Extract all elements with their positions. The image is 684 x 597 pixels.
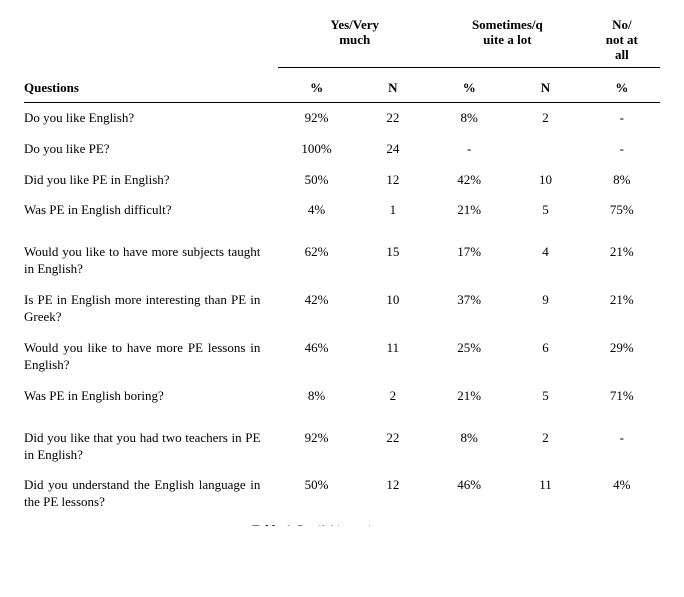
- group-label: all: [615, 47, 629, 62]
- col-percent: %: [278, 74, 354, 103]
- col-group-no: No/ not at all: [584, 18, 660, 67]
- yes-n: 12: [355, 470, 431, 518]
- some-n: 10: [507, 165, 583, 196]
- group-label: much: [339, 32, 370, 47]
- table-row: Did you like PE in English?50%1242%108%: [24, 165, 660, 196]
- yes-pct: 92%: [278, 102, 354, 133]
- question-cell: Was PE in English difficult?: [24, 195, 278, 226]
- some-n: 5: [507, 381, 583, 412]
- table-row: Is PE in English more interesting than P…: [24, 285, 660, 333]
- col-group-yes: Yes/Very much: [278, 18, 431, 67]
- question-cell: Do you like PE?: [24, 134, 278, 165]
- yes-pct: 50%: [278, 470, 354, 518]
- some-n: 5: [507, 195, 583, 226]
- yes-n: 24: [355, 134, 431, 165]
- col-questions: Questions: [24, 74, 278, 103]
- question-cell: Did you understand the English language …: [24, 470, 278, 518]
- question-cell: Do you like English?: [24, 102, 278, 133]
- no-pct: 29%: [584, 333, 660, 381]
- yes-pct: 62%: [278, 226, 354, 285]
- table-caption: Table 1. Pupils' interview answers: [24, 522, 660, 526]
- group-label: Yes/Very: [330, 17, 379, 32]
- col-n: N: [507, 74, 583, 103]
- no-pct: 21%: [584, 226, 660, 285]
- caption-label: Table 1.: [251, 522, 294, 526]
- some-n: 2: [507, 412, 583, 471]
- table-row: Was PE in English boring?8%221%571%: [24, 381, 660, 412]
- yes-pct: 42%: [278, 285, 354, 333]
- yes-pct: 50%: [278, 165, 354, 196]
- some-pct: 21%: [431, 195, 507, 226]
- caption-text: Pupils' interview answers: [297, 522, 433, 526]
- some-pct: 21%: [431, 381, 507, 412]
- no-pct: -: [584, 412, 660, 471]
- group-header-row: Yes/Very much Sometimes/q uite a lot No/…: [24, 18, 660, 67]
- table-row: Would you like to have more subjects tau…: [24, 226, 660, 285]
- question-cell: Is PE in English more interesting than P…: [24, 285, 278, 333]
- table-row: Do you like English?92%228%2-: [24, 102, 660, 133]
- col-percent: %: [584, 74, 660, 103]
- no-pct: 21%: [584, 285, 660, 333]
- group-label: No/: [612, 17, 632, 32]
- yes-n: 22: [355, 102, 431, 133]
- yes-n: 2: [355, 381, 431, 412]
- table-row: Did you understand the English language …: [24, 470, 660, 518]
- no-pct: 8%: [584, 165, 660, 196]
- table-body: Do you like English?92%228%2-Do you like…: [24, 102, 660, 518]
- page: Yes/Very much Sometimes/q uite a lot No/…: [0, 0, 684, 597]
- sub-header-row: Questions % N % N %: [24, 74, 660, 103]
- some-n: 2: [507, 102, 583, 133]
- no-pct: 4%: [584, 470, 660, 518]
- no-pct: 71%: [584, 381, 660, 412]
- table-row: Do you like PE?100%24--: [24, 134, 660, 165]
- yes-pct: 100%: [278, 134, 354, 165]
- col-group-sometimes: Sometimes/q uite a lot: [431, 18, 584, 67]
- some-pct: 42%: [431, 165, 507, 196]
- some-n: 9: [507, 285, 583, 333]
- some-pct: 46%: [431, 470, 507, 518]
- col-percent: %: [431, 74, 507, 103]
- results-table: Yes/Very much Sometimes/q uite a lot No/…: [24, 18, 660, 518]
- no-pct: -: [584, 102, 660, 133]
- some-pct: 17%: [431, 226, 507, 285]
- table-row: Did you like that you had two teachers i…: [24, 412, 660, 471]
- question-cell: Did you like PE in English?: [24, 165, 278, 196]
- some-pct: 8%: [431, 412, 507, 471]
- group-label: Sometimes/q: [472, 17, 543, 32]
- question-cell: Was PE in English boring?: [24, 381, 278, 412]
- table-row: Would you like to have more PE lessons i…: [24, 333, 660, 381]
- table-row: Was PE in English difficult?4%121%575%: [24, 195, 660, 226]
- yes-n: 12: [355, 165, 431, 196]
- question-cell: Would you like to have more subjects tau…: [24, 226, 278, 285]
- yes-n: 22: [355, 412, 431, 471]
- yes-n: 11: [355, 333, 431, 381]
- some-n: [507, 134, 583, 165]
- col-n: N: [355, 74, 431, 103]
- yes-n: 1: [355, 195, 431, 226]
- some-pct: 37%: [431, 285, 507, 333]
- yes-n: 10: [355, 285, 431, 333]
- some-pct: 8%: [431, 102, 507, 133]
- some-pct: 25%: [431, 333, 507, 381]
- some-n: 6: [507, 333, 583, 381]
- group-label: uite a lot: [483, 32, 531, 47]
- no-pct: 75%: [584, 195, 660, 226]
- group-label: not at: [606, 32, 638, 47]
- yes-pct: 4%: [278, 195, 354, 226]
- some-n: 11: [507, 470, 583, 518]
- yes-n: 15: [355, 226, 431, 285]
- question-cell: Would you like to have more PE lessons i…: [24, 333, 278, 381]
- some-n: 4: [507, 226, 583, 285]
- yes-pct: 92%: [278, 412, 354, 471]
- question-cell: Did you like that you had two teachers i…: [24, 412, 278, 471]
- yes-pct: 46%: [278, 333, 354, 381]
- no-pct: -: [584, 134, 660, 165]
- yes-pct: 8%: [278, 381, 354, 412]
- table-head: Yes/Very much Sometimes/q uite a lot No/…: [24, 18, 660, 102]
- some-pct: -: [431, 134, 507, 165]
